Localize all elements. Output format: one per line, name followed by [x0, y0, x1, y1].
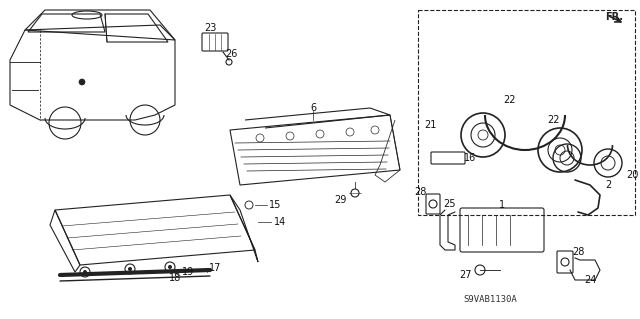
Text: 26: 26 — [225, 49, 237, 59]
Text: 27: 27 — [459, 270, 471, 280]
Text: 18: 18 — [169, 273, 181, 283]
Text: 28: 28 — [572, 247, 584, 257]
Text: FR.: FR. — [605, 12, 623, 22]
Text: 2: 2 — [605, 180, 611, 190]
Text: 17: 17 — [209, 263, 221, 273]
Text: 20: 20 — [626, 170, 638, 180]
Text: 16: 16 — [464, 153, 476, 163]
Text: 22: 22 — [547, 115, 559, 125]
Text: 6: 6 — [310, 103, 316, 113]
Circle shape — [168, 265, 172, 269]
Text: 14: 14 — [274, 217, 286, 227]
Circle shape — [83, 270, 87, 274]
Bar — [418, 10, 635, 215]
Text: 19: 19 — [182, 267, 194, 277]
Text: 28: 28 — [414, 187, 426, 197]
Text: 1: 1 — [499, 200, 505, 210]
Text: 22: 22 — [504, 95, 516, 105]
Text: S9VAB1130A: S9VAB1130A — [463, 295, 517, 305]
Text: 25: 25 — [444, 199, 456, 209]
Circle shape — [128, 267, 132, 271]
Text: 15: 15 — [269, 200, 281, 210]
Text: 24: 24 — [584, 275, 596, 285]
Circle shape — [79, 79, 85, 85]
Text: 23: 23 — [204, 23, 216, 33]
Text: 21: 21 — [424, 120, 436, 130]
Text: 29: 29 — [334, 195, 346, 205]
